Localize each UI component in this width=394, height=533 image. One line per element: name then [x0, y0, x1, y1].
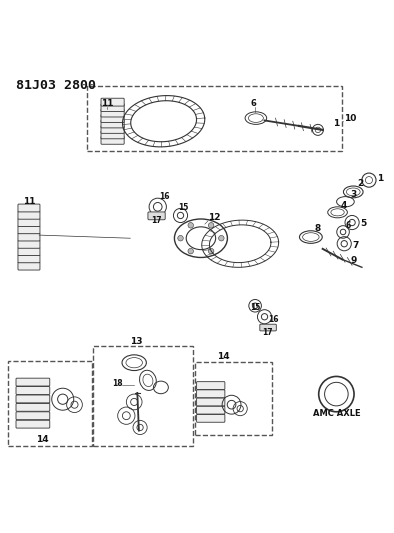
FancyBboxPatch shape — [197, 406, 225, 414]
Text: 15: 15 — [250, 303, 260, 312]
FancyBboxPatch shape — [260, 324, 276, 331]
Bar — [93, 346, 193, 446]
Text: 14: 14 — [36, 435, 48, 445]
Circle shape — [208, 223, 214, 228]
Circle shape — [208, 248, 214, 254]
Text: 16: 16 — [159, 192, 169, 201]
Bar — [87, 86, 342, 151]
FancyBboxPatch shape — [18, 262, 40, 270]
FancyBboxPatch shape — [101, 98, 124, 106]
FancyBboxPatch shape — [18, 204, 40, 212]
FancyBboxPatch shape — [18, 248, 40, 255]
Text: 1: 1 — [333, 119, 340, 128]
FancyBboxPatch shape — [197, 414, 225, 422]
Text: 7: 7 — [352, 241, 359, 249]
FancyBboxPatch shape — [16, 386, 50, 394]
FancyBboxPatch shape — [16, 378, 50, 386]
FancyBboxPatch shape — [16, 395, 50, 403]
Text: 11: 11 — [24, 197, 36, 206]
Text: 6: 6 — [346, 221, 351, 230]
FancyBboxPatch shape — [148, 212, 165, 220]
FancyBboxPatch shape — [18, 255, 40, 263]
Text: 8: 8 — [315, 224, 321, 233]
Text: 9: 9 — [350, 256, 357, 265]
Text: 13: 13 — [130, 337, 143, 346]
FancyBboxPatch shape — [197, 382, 225, 390]
Text: 15: 15 — [178, 203, 189, 212]
Text: 81J03 2800: 81J03 2800 — [16, 79, 96, 92]
Text: 16: 16 — [268, 315, 279, 324]
FancyBboxPatch shape — [18, 240, 40, 248]
Text: 2: 2 — [357, 180, 363, 188]
Text: AMC AXLE: AMC AXLE — [312, 409, 360, 418]
FancyBboxPatch shape — [16, 412, 50, 419]
Text: 10: 10 — [344, 114, 357, 123]
FancyBboxPatch shape — [18, 219, 40, 227]
Circle shape — [219, 236, 224, 241]
Text: 6: 6 — [251, 99, 257, 108]
Text: 3: 3 — [350, 190, 356, 199]
Text: 18: 18 — [113, 379, 123, 388]
FancyBboxPatch shape — [16, 420, 50, 428]
Text: 17: 17 — [262, 328, 273, 337]
Text: 17: 17 — [151, 216, 161, 225]
FancyBboxPatch shape — [18, 233, 40, 241]
FancyBboxPatch shape — [101, 109, 124, 117]
FancyBboxPatch shape — [197, 398, 225, 406]
Text: 4: 4 — [341, 200, 347, 209]
FancyBboxPatch shape — [101, 120, 124, 128]
Text: 14: 14 — [217, 352, 230, 361]
Circle shape — [188, 248, 193, 254]
Bar — [195, 362, 271, 434]
Text: 11: 11 — [101, 99, 114, 108]
FancyBboxPatch shape — [101, 136, 124, 144]
FancyBboxPatch shape — [18, 226, 40, 233]
Text: 5: 5 — [360, 220, 366, 229]
Bar — [8, 361, 92, 446]
FancyBboxPatch shape — [101, 131, 124, 139]
Text: 1: 1 — [377, 174, 383, 183]
FancyBboxPatch shape — [197, 390, 225, 398]
Circle shape — [188, 223, 193, 228]
FancyBboxPatch shape — [101, 125, 124, 133]
FancyBboxPatch shape — [16, 403, 50, 411]
Text: 12: 12 — [208, 213, 221, 222]
FancyBboxPatch shape — [101, 104, 124, 111]
FancyBboxPatch shape — [101, 115, 124, 123]
Circle shape — [178, 236, 183, 241]
FancyBboxPatch shape — [18, 212, 40, 219]
